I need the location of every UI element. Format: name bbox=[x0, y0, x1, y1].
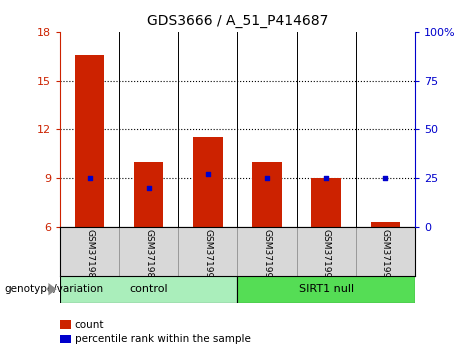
Text: GSM371990: GSM371990 bbox=[203, 229, 213, 284]
Bar bbox=[371, 222, 400, 227]
Text: percentile rank within the sample: percentile rank within the sample bbox=[75, 334, 251, 344]
Point bbox=[382, 175, 389, 181]
Point bbox=[145, 185, 152, 190]
Text: GSM371993: GSM371993 bbox=[381, 229, 390, 284]
Text: SIRT1 null: SIRT1 null bbox=[299, 284, 354, 295]
Bar bbox=[60, 276, 237, 303]
Bar bbox=[193, 137, 223, 227]
Text: GSM371992: GSM371992 bbox=[322, 229, 331, 284]
Title: GDS3666 / A_51_P414687: GDS3666 / A_51_P414687 bbox=[147, 14, 328, 28]
Text: genotype/variation: genotype/variation bbox=[5, 284, 104, 294]
Text: GSM371988: GSM371988 bbox=[85, 229, 94, 284]
Point bbox=[86, 175, 93, 181]
Bar bbox=[75, 55, 104, 227]
Point bbox=[263, 175, 271, 181]
Text: control: control bbox=[130, 284, 168, 295]
Bar bbox=[311, 178, 341, 227]
Bar bbox=[237, 276, 415, 303]
Bar bbox=[252, 162, 282, 227]
Text: count: count bbox=[75, 320, 104, 330]
Text: GSM371989: GSM371989 bbox=[144, 229, 153, 284]
Point bbox=[322, 175, 330, 181]
Text: GSM371991: GSM371991 bbox=[262, 229, 272, 284]
Point bbox=[204, 171, 212, 177]
Bar bbox=[134, 162, 164, 227]
